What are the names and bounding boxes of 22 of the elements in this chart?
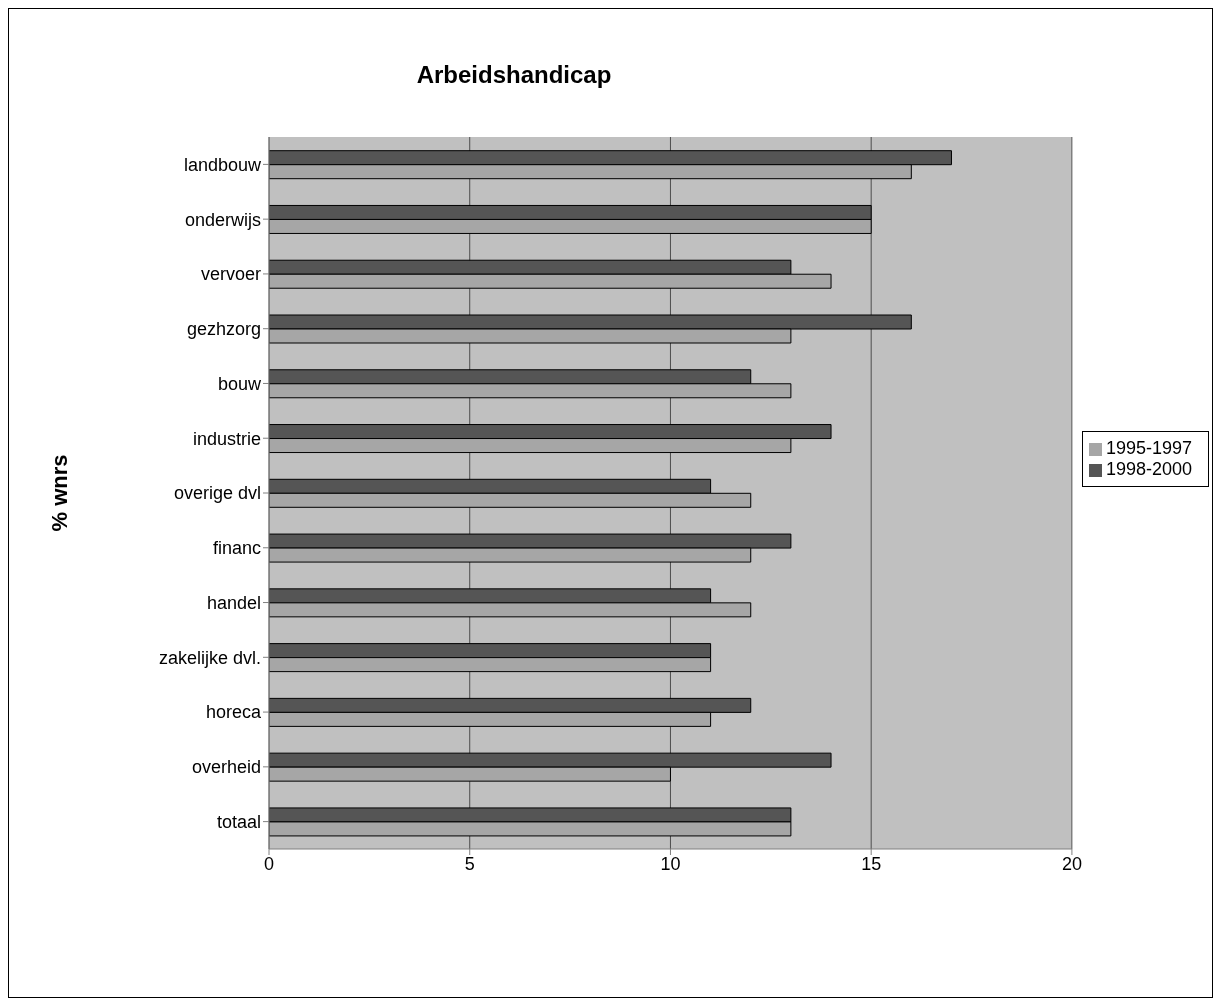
y-tick-label: horeca — [205, 702, 262, 723]
x-tick-label: 5 — [464, 853, 475, 874]
y-tick-label: financ — [212, 538, 261, 559]
y-tick-label: overige dvl — [173, 483, 261, 504]
x-tick-label: 15 — [861, 853, 882, 874]
y-tick-label: vervoer — [200, 264, 261, 285]
y-tick-label: zakelijke dvl. — [158, 647, 261, 668]
y-axis-title: % wnrs — [46, 454, 72, 532]
y-tick-label: gezhzorg — [186, 319, 261, 340]
y-tick-label: totaal — [216, 812, 261, 833]
y-tick-label: handel — [206, 592, 261, 613]
x-tick-label: 20 — [1061, 853, 1082, 874]
chart-title: Arbeidshandicap — [415, 61, 613, 89]
y-tick-label: onderwijs — [184, 209, 261, 230]
y-tick-label: overheid — [191, 757, 261, 778]
x-tick-label: 0 — [263, 853, 275, 874]
y-tick-label: bouw — [217, 373, 262, 394]
legend-label: 1998-2000 — [1105, 459, 1192, 479]
y-tick-label: industrie — [192, 428, 261, 449]
x-tick-label: 10 — [660, 853, 681, 874]
y-tick-label: landbouw — [183, 154, 262, 175]
legend-label: 1995-1997 — [1105, 438, 1192, 458]
